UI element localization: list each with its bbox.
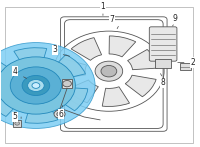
Text: 1: 1 (101, 2, 105, 11)
Bar (180, 63, 191, 70)
Text: 7: 7 (109, 15, 114, 24)
Text: 4: 4 (13, 67, 18, 76)
Wedge shape (67, 80, 98, 103)
Circle shape (0, 57, 75, 114)
Circle shape (63, 81, 71, 87)
Bar (155, 59, 171, 68)
Circle shape (57, 112, 62, 116)
Circle shape (0, 43, 95, 128)
Text: 9: 9 (173, 14, 177, 23)
Wedge shape (14, 48, 47, 73)
Circle shape (22, 75, 50, 96)
Text: 3: 3 (52, 45, 57, 54)
Text: 2: 2 (190, 58, 195, 67)
Wedge shape (0, 90, 25, 116)
Circle shape (15, 122, 20, 125)
Bar (62, 79, 72, 88)
Circle shape (95, 61, 123, 81)
Wedge shape (0, 60, 21, 84)
Wedge shape (60, 59, 87, 79)
Text: 6: 6 (58, 110, 63, 119)
Wedge shape (47, 55, 85, 81)
Wedge shape (125, 75, 156, 97)
Circle shape (54, 110, 65, 118)
Text: 5: 5 (13, 112, 18, 121)
Bar (13, 120, 21, 127)
Circle shape (32, 83, 40, 88)
Text: 8: 8 (161, 78, 165, 87)
Circle shape (28, 80, 44, 92)
FancyBboxPatch shape (149, 27, 177, 61)
Wedge shape (128, 50, 157, 70)
Wedge shape (102, 87, 130, 106)
Wedge shape (71, 38, 102, 60)
Wedge shape (50, 87, 88, 111)
Circle shape (10, 67, 62, 104)
Circle shape (101, 65, 117, 77)
Wedge shape (25, 98, 58, 123)
Wedge shape (109, 36, 136, 57)
